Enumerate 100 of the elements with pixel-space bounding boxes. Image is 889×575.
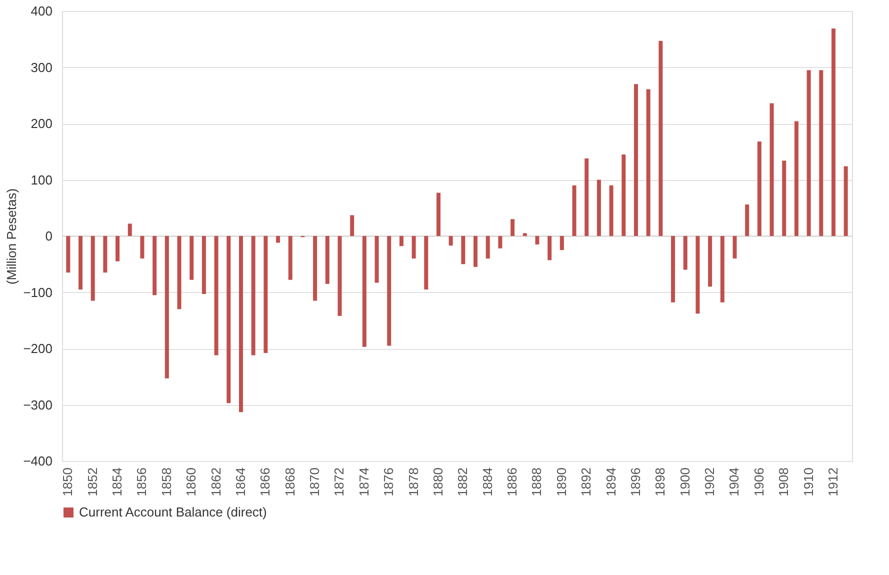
bar	[732, 236, 737, 258]
y-tick-label: −100	[23, 284, 52, 300]
x-tick-label: 1876	[381, 468, 396, 496]
x-tick-label: 1888	[529, 468, 544, 496]
bar	[338, 236, 342, 316]
bar	[646, 89, 650, 236]
bar	[461, 236, 466, 264]
x-tick-label: 1896	[628, 468, 643, 496]
x-tick-label: 1864	[232, 468, 248, 496]
bar	[844, 166, 848, 236]
y-tick-label: 200	[30, 116, 52, 131]
bar	[276, 236, 280, 243]
x-tick-label: 1874	[356, 468, 372, 496]
bar	[720, 236, 724, 302]
bar	[757, 142, 762, 236]
bar	[424, 236, 428, 290]
x-tick-label: 1860	[184, 468, 199, 496]
y-tick-label: −400	[23, 454, 52, 468]
x-tick-label: 1868	[282, 468, 298, 496]
bar	[572, 185, 576, 236]
y-tick-label: 400	[30, 4, 52, 18]
x-tick-label: 1892	[578, 468, 594, 496]
y-tick-label: −200	[23, 341, 52, 356]
bar	[794, 121, 798, 236]
x-tick-label: 1858	[158, 468, 174, 496]
bar	[560, 236, 564, 250]
bar	[436, 192, 440, 236]
bar	[264, 236, 268, 353]
bar	[745, 204, 750, 236]
bar	[806, 70, 811, 236]
x-tick-label: 1900	[677, 468, 692, 496]
bar	[387, 236, 392, 346]
bar	[78, 236, 83, 290]
bar	[782, 160, 786, 236]
bar	[510, 219, 515, 236]
x-tick-label: 1880	[430, 468, 446, 496]
bar	[374, 236, 379, 283]
x-tick-label: 1886	[504, 468, 520, 496]
y-axis-title: (Million Pesetas)	[4, 188, 20, 285]
x-tick-label: 1852	[84, 468, 100, 496]
x-tick-label: 1856	[134, 468, 150, 496]
bar	[177, 236, 182, 310]
bar	[708, 236, 712, 287]
bar	[770, 103, 774, 236]
x-tick-label: 1870	[307, 468, 322, 496]
bar	[622, 154, 626, 236]
y-tick-label: 100	[30, 172, 52, 188]
bar	[819, 70, 824, 236]
bar	[399, 236, 404, 246]
bar	[103, 236, 108, 273]
bar	[325, 236, 330, 284]
bar	[448, 236, 453, 246]
bar	[251, 236, 256, 356]
bar	[190, 236, 194, 280]
bar	[152, 236, 157, 296]
x-tick-label: 1884	[480, 468, 495, 496]
bar	[164, 236, 169, 378]
bar	[671, 236, 676, 302]
x-tick-label: 1894	[603, 468, 618, 496]
bar	[522, 233, 527, 236]
bar	[66, 236, 70, 273]
x-tick-label: 1912	[825, 468, 840, 496]
y-tick-label: −300	[23, 397, 52, 412]
y-tick-label: 300	[30, 60, 52, 75]
x-tick-label: 1906	[751, 468, 766, 496]
x-tick-label: 1904	[726, 468, 742, 496]
bar	[90, 236, 95, 301]
legend-label: Current Account Balance (direct)	[79, 504, 267, 520]
bar	[128, 224, 132, 236]
bar	[226, 236, 231, 404]
bar	[548, 236, 552, 260]
bar	[696, 236, 700, 314]
x-tick-label: 1850	[60, 468, 76, 496]
x-tick-label: 1908	[776, 468, 792, 496]
x-tick-label: 1898	[652, 468, 668, 496]
bar	[350, 215, 354, 236]
bar	[634, 84, 638, 236]
bar	[313, 236, 318, 301]
bar	[362, 236, 366, 347]
bar	[116, 236, 120, 262]
bar	[609, 185, 614, 236]
x-tick-label: 1862	[208, 468, 224, 496]
bar	[658, 40, 663, 236]
bar	[498, 236, 502, 248]
bar	[412, 236, 416, 258]
x-tick-label: 1882	[455, 468, 470, 496]
bar	[238, 236, 243, 412]
bar	[683, 236, 688, 270]
x-tick-label: 1902	[702, 468, 718, 496]
x-tick-label: 1878	[406, 468, 421, 496]
x-tick-label: 1910	[800, 468, 816, 496]
bar	[140, 236, 144, 258]
bar	[486, 236, 490, 258]
bar	[474, 236, 478, 267]
x-tick-label: 1854	[110, 468, 125, 496]
x-tick-label: 1872	[332, 468, 347, 496]
bar	[202, 236, 206, 294]
y-tick-label: 0	[45, 228, 52, 244]
bar	[535, 236, 540, 244]
bar	[288, 236, 292, 280]
